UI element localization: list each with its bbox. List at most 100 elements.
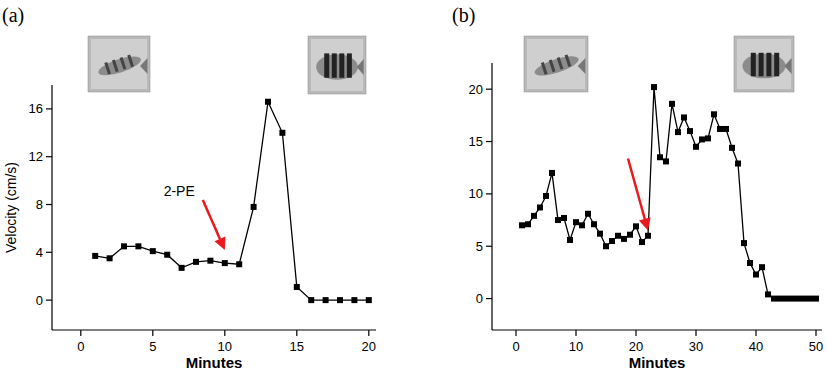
y-tick: [486, 141, 492, 142]
x-tick: [695, 330, 696, 336]
marker: [251, 204, 257, 210]
x-tick-label: 20: [629, 339, 643, 354]
marker: [651, 84, 657, 90]
y-tick-label: 15: [469, 134, 483, 149]
marker: [92, 253, 98, 259]
fish-stripe: [549, 60, 556, 73]
x-tick: [152, 330, 153, 336]
photo-bg: [88, 36, 150, 92]
marker: [597, 231, 603, 237]
y-tick: [486, 298, 492, 299]
fish-stripe: [104, 62, 111, 75]
series-line: [95, 102, 369, 300]
marker: [771, 296, 777, 302]
photos: [88, 36, 366, 94]
marker: [351, 297, 357, 303]
fish-stripe: [541, 62, 548, 75]
series-line: [522, 87, 816, 299]
marker: [723, 126, 729, 132]
fish-tail: [357, 59, 364, 75]
marker: [585, 211, 591, 217]
marker: [279, 130, 285, 136]
marker: [645, 233, 651, 239]
marker: [621, 236, 627, 242]
marker: [555, 217, 561, 223]
marker: [675, 129, 681, 135]
marker: [579, 222, 585, 228]
marker: [236, 261, 242, 267]
fish-stripe: [112, 59, 119, 72]
data-group: [519, 84, 819, 302]
marker: [717, 126, 723, 132]
marker: [107, 255, 113, 261]
fish-stripe: [565, 54, 572, 67]
marker: [753, 272, 759, 278]
x-axis-label: Minutes: [186, 354, 243, 371]
x-axis-label: Minutes: [629, 354, 686, 371]
marker: [537, 204, 543, 210]
y-tick-label: 10: [469, 186, 483, 201]
fish-stripe: [339, 53, 344, 77]
fish-stripe: [751, 53, 756, 77]
fish-tail: [578, 58, 586, 74]
marker: [164, 252, 170, 258]
marker: [633, 223, 639, 229]
panel: (b)0102030405005101520Minutes: [452, 4, 823, 371]
x-tick-label: 0: [512, 339, 519, 354]
marker: [783, 296, 789, 302]
x-axis: [52, 329, 376, 330]
marker: [795, 296, 801, 302]
marker: [765, 291, 771, 297]
annotation-arrowhead: [639, 217, 651, 230]
panel-title: (a): [2, 4, 24, 27]
fish-stripe: [127, 54, 134, 67]
y-tick: [486, 246, 492, 247]
marker: [121, 243, 127, 249]
photos: [524, 36, 794, 92]
x-tick-label: 10: [218, 339, 232, 354]
fish-body: [316, 54, 358, 80]
marker: [265, 99, 271, 105]
fish-tail: [784, 58, 791, 74]
y-tick-label: 0: [36, 293, 43, 308]
photo-light: [311, 39, 363, 91]
y-tick: [486, 193, 492, 194]
panel: (a)051015200481216MinutesVelocity (cm/s)…: [2, 4, 376, 371]
photo-light: [527, 39, 585, 89]
marker: [735, 161, 741, 167]
x-tick: [815, 330, 816, 336]
fish-stripe: [774, 53, 779, 77]
y-axis-label: Velocity (cm/s): [3, 162, 19, 253]
y-tick-label: 20: [469, 82, 483, 97]
photo-bg: [308, 36, 366, 94]
fish-tail: [140, 58, 147, 74]
y-tick: [46, 204, 52, 205]
panel-title: (b): [452, 4, 475, 27]
y-tick: [46, 108, 52, 109]
marker: [323, 297, 329, 303]
marker: [801, 296, 807, 302]
marker: [663, 158, 669, 164]
x-tick: [224, 330, 225, 336]
marker: [807, 296, 813, 302]
x-axis: [492, 329, 822, 330]
marker: [135, 243, 141, 249]
y-tick: [486, 89, 492, 90]
marker: [741, 240, 747, 246]
x-tick-label: 15: [290, 339, 304, 354]
marker: [609, 238, 615, 244]
marker: [543, 193, 549, 199]
fish-stripe: [332, 53, 337, 77]
x-tick: [80, 330, 81, 336]
marker: [308, 297, 314, 303]
y-tick-label: 8: [36, 197, 43, 212]
photo-light: [737, 39, 791, 89]
y-tick-label: 5: [476, 239, 483, 254]
marker: [759, 264, 765, 270]
annotation-arrow: [628, 159, 645, 219]
data-group: [92, 99, 372, 303]
marker: [222, 260, 228, 266]
marker: [561, 215, 567, 221]
annotation-arrow: [203, 200, 220, 239]
photo-bg: [734, 36, 794, 92]
